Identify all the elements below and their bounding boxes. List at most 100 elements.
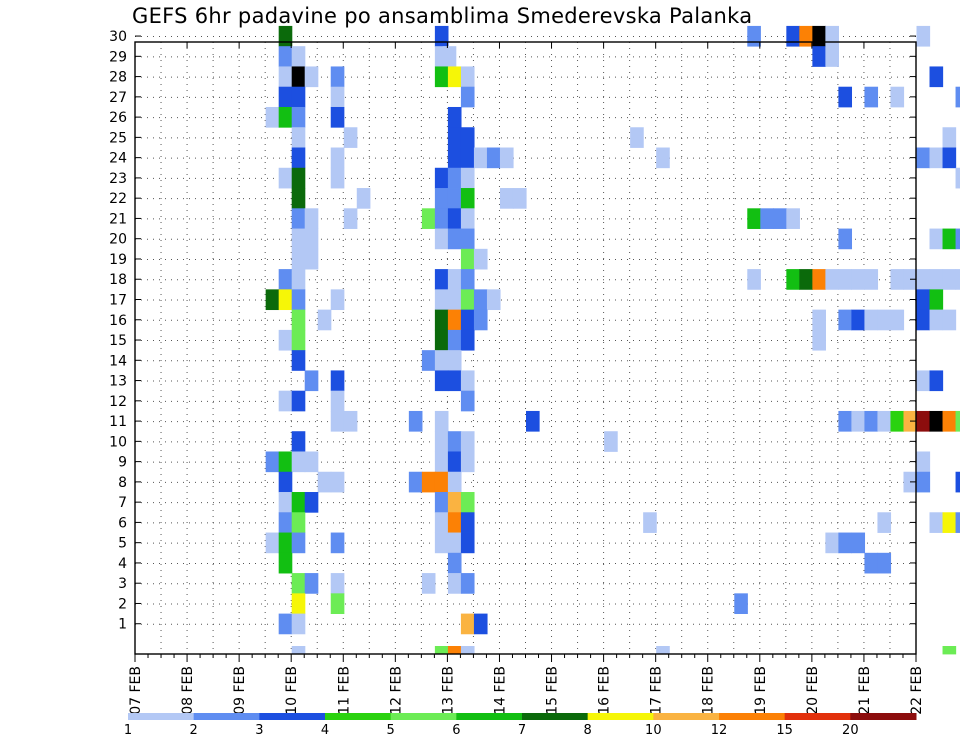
heatmap-cell	[421, 573, 436, 594]
colorbar-label: 7	[518, 723, 526, 738]
y-tick-label: 2	[118, 596, 127, 612]
heatmap-cell	[460, 431, 475, 452]
heatmap-cell	[278, 86, 293, 108]
heatmap-cell	[291, 167, 306, 189]
y-tick-label: 15	[109, 333, 127, 349]
heatmap-cell	[460, 208, 475, 229]
heatmap-cell	[343, 208, 358, 229]
heatmap-cell	[265, 532, 280, 554]
colorbar-label: 15	[776, 723, 793, 738]
heatmap-cell	[278, 25, 293, 47]
heatmap-cell	[447, 431, 462, 452]
heatmap-cell	[291, 66, 306, 88]
heatmap-cell	[473, 309, 488, 331]
heatmap-cell	[656, 147, 670, 169]
heatmap-cell	[460, 532, 475, 554]
heatmap-cell	[343, 410, 358, 432]
heatmap-cell	[304, 208, 319, 229]
y-tick-label: 12	[109, 394, 127, 410]
heatmap-cell	[291, 86, 306, 108]
heatmap-cell	[447, 350, 462, 371]
heatmap-cell	[434, 25, 449, 47]
colorbar-segment	[653, 713, 720, 720]
heatmap-cell	[408, 471, 423, 493]
heatmap-cell	[929, 309, 944, 331]
heatmap-cell	[278, 106, 293, 128]
heatmap-cell	[291, 248, 306, 270]
heatmap-cell	[929, 410, 944, 432]
heatmap-cell	[955, 471, 960, 493]
heatmap-cell	[916, 410, 931, 432]
heatmap-cell	[499, 188, 514, 209]
heatmap-cell	[447, 451, 462, 473]
heatmap-cell	[291, 390, 306, 412]
x-tick-label: 07 FEB	[128, 666, 144, 715]
y-tick-label: 14	[109, 353, 127, 369]
heatmap-cell	[278, 613, 293, 635]
heatmap-cell	[460, 512, 475, 533]
y-tick-label: 18	[109, 272, 127, 288]
y-tick-label: 16	[109, 313, 127, 329]
heatmap-cell	[265, 451, 280, 473]
heatmap-cell	[447, 66, 462, 88]
colorbar-label: 20	[842, 723, 859, 738]
heatmap-cell	[916, 147, 931, 169]
heatmap-cell	[434, 66, 449, 88]
heatmap-cell	[460, 188, 475, 209]
colorbar-segment	[719, 713, 786, 720]
heatmap-cell	[291, 329, 306, 351]
heatmap-cell	[812, 309, 826, 331]
heatmap-cell	[486, 289, 501, 311]
colorbar-label: 10	[645, 723, 662, 738]
heatmap-cell	[955, 269, 960, 290]
heatmap-cell	[447, 188, 462, 209]
heatmap-cell	[447, 492, 462, 513]
y-tick-label: 6	[118, 515, 127, 531]
heatmap-cell	[812, 329, 826, 351]
y-tick-label: 25	[109, 130, 127, 146]
y-tick-label: 30	[109, 29, 127, 45]
heatmap-cell	[916, 309, 931, 331]
heatmap-cell	[473, 289, 488, 311]
heatmap-cell	[526, 410, 540, 432]
heatmap-cell	[447, 228, 462, 250]
heatmap-cell	[734, 593, 748, 615]
heatmap-cell	[317, 309, 332, 331]
heatmap-cell	[434, 646, 449, 655]
colorbar-segment	[128, 713, 195, 720]
heatmap-cell	[434, 512, 449, 533]
heatmap-cell	[434, 492, 449, 513]
heatmap-cell	[447, 370, 462, 392]
heatmap-cell	[447, 573, 462, 594]
heatmap-cell	[447, 471, 462, 493]
y-tick-label: 24	[109, 151, 127, 167]
heatmap-cell	[747, 269, 761, 290]
heatmap-cell	[278, 269, 293, 290]
heatmap-cell	[278, 492, 293, 513]
heatmap-cell	[434, 431, 449, 452]
colorbar-segment	[522, 713, 589, 720]
heatmap-cell	[304, 492, 319, 513]
y-tick-label: 21	[109, 211, 127, 227]
y-tick-label: 3	[118, 576, 127, 592]
y-tick-label: 13	[109, 374, 127, 390]
heatmap-cell	[447, 147, 462, 169]
heatmap-cell	[278, 289, 293, 311]
heatmap-cell	[942, 269, 957, 290]
colorbar-label: 3	[255, 723, 263, 738]
heatmap-cell	[278, 552, 293, 574]
heatmap-cell	[291, 289, 306, 311]
colorbar-segment	[193, 713, 260, 720]
heatmap-cell	[799, 25, 813, 47]
heatmap-cell	[460, 167, 475, 189]
heatmap-cell	[447, 646, 462, 655]
heatmap-cell	[447, 167, 462, 189]
heatmap-cell	[916, 269, 931, 290]
heatmap-cell	[434, 188, 449, 209]
heatmap-cell	[747, 25, 761, 47]
colorbar-label: 2	[190, 723, 198, 738]
heatmap-cell	[330, 289, 345, 311]
heatmap-cell	[447, 289, 462, 311]
heatmap-cell	[291, 532, 306, 554]
heatmap-cell	[656, 646, 670, 655]
